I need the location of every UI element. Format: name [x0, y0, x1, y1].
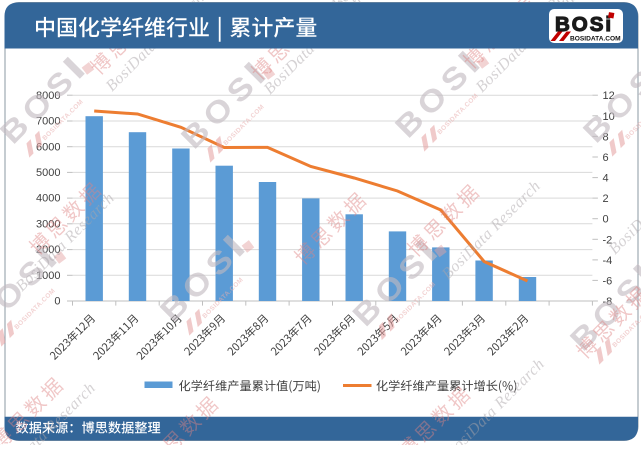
svg-text:-6: -6	[603, 275, 613, 287]
svg-text:10: 10	[603, 111, 615, 123]
svg-text:3000: 3000	[36, 218, 60, 230]
svg-text:4: 4	[603, 173, 609, 185]
svg-text:4000: 4000	[36, 193, 60, 205]
svg-text:2: 2	[603, 193, 609, 205]
svg-text:6000: 6000	[36, 141, 60, 153]
svg-text:-2: -2	[603, 234, 613, 246]
svg-text:BOSi: BOSi	[555, 13, 613, 36]
svg-text:0: 0	[54, 296, 60, 308]
svg-text:B: B	[0, 297, 7, 339]
svg-text:0: 0	[603, 214, 609, 226]
svg-text:-8: -8	[603, 296, 613, 308]
svg-text:8000: 8000	[36, 90, 60, 102]
svg-text:7000: 7000	[36, 116, 60, 128]
svg-text:BOSIDATA.COM: BOSIDATA.COM	[570, 36, 621, 43]
svg-text:6: 6	[603, 152, 609, 164]
svg-text:-4: -4	[603, 255, 613, 267]
svg-text:8: 8	[603, 131, 609, 143]
svg-text:5000: 5000	[36, 167, 60, 179]
svg-text:12: 12	[603, 90, 615, 102]
svg-text:1000: 1000	[36, 270, 60, 282]
